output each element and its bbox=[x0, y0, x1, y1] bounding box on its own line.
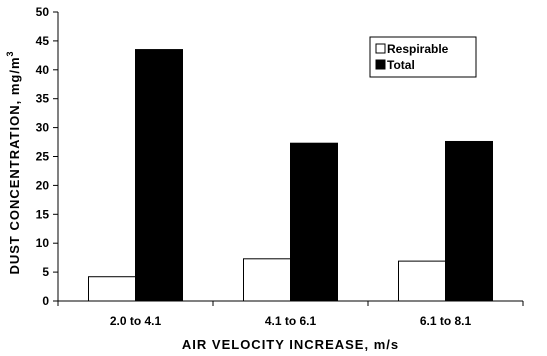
legend: Respirable Total bbox=[369, 36, 477, 78]
y-axis-ticks: 0 5 10 15 20 25 30 35 40 45 50 bbox=[36, 5, 58, 308]
bar-total-0 bbox=[135, 49, 183, 302]
bar-respirable-2 bbox=[398, 260, 446, 302]
y-tick-label: 40 bbox=[36, 63, 50, 77]
bars-layer bbox=[88, 49, 493, 302]
x-tick-label: 6.1 to 8.1 bbox=[420, 314, 472, 328]
y-axis-title-superscript: 3 bbox=[5, 50, 15, 56]
bar-total-1 bbox=[290, 142, 338, 302]
y-tick-label: 30 bbox=[36, 121, 50, 135]
x-tick-label: 4.1 to 6.1 bbox=[265, 314, 317, 328]
y-axis-title-text: DUST CONCENTRATION, mg/m bbox=[7, 56, 22, 274]
bar-respirable-0 bbox=[88, 276, 136, 302]
y-tick-label: 15 bbox=[36, 207, 50, 221]
legend-box bbox=[369, 36, 477, 78]
x-axis-ticks: 2.0 to 4.1 4.1 to 6.1 6.1 to 8.1 bbox=[57, 301, 524, 328]
y-tick-label: 50 bbox=[36, 5, 50, 19]
y-tick-label: 45 bbox=[36, 34, 50, 48]
legend-swatch-total bbox=[375, 59, 386, 70]
bar-respirable-1 bbox=[243, 258, 291, 302]
y-tick-label: 25 bbox=[36, 150, 50, 164]
y-tick-label: 10 bbox=[36, 236, 50, 250]
bar-total-2 bbox=[445, 140, 493, 302]
y-tick-label: 20 bbox=[36, 178, 50, 192]
y-tick-label: 0 bbox=[42, 294, 49, 308]
x-axis-title: AIR VELOCITY INCREASE, m/s bbox=[182, 337, 399, 352]
legend-label-total: Total bbox=[387, 58, 415, 72]
x-tick-label: 2.0 to 4.1 bbox=[110, 314, 162, 328]
y-tick-label: 35 bbox=[36, 92, 50, 106]
y-tick-label: 5 bbox=[42, 265, 49, 279]
legend-label-respirable: Respirable bbox=[387, 42, 449, 56]
y-axis-title: DUST CONCENTRATION, mg/m3 bbox=[5, 50, 22, 274]
legend-swatch-respirable bbox=[375, 43, 386, 54]
